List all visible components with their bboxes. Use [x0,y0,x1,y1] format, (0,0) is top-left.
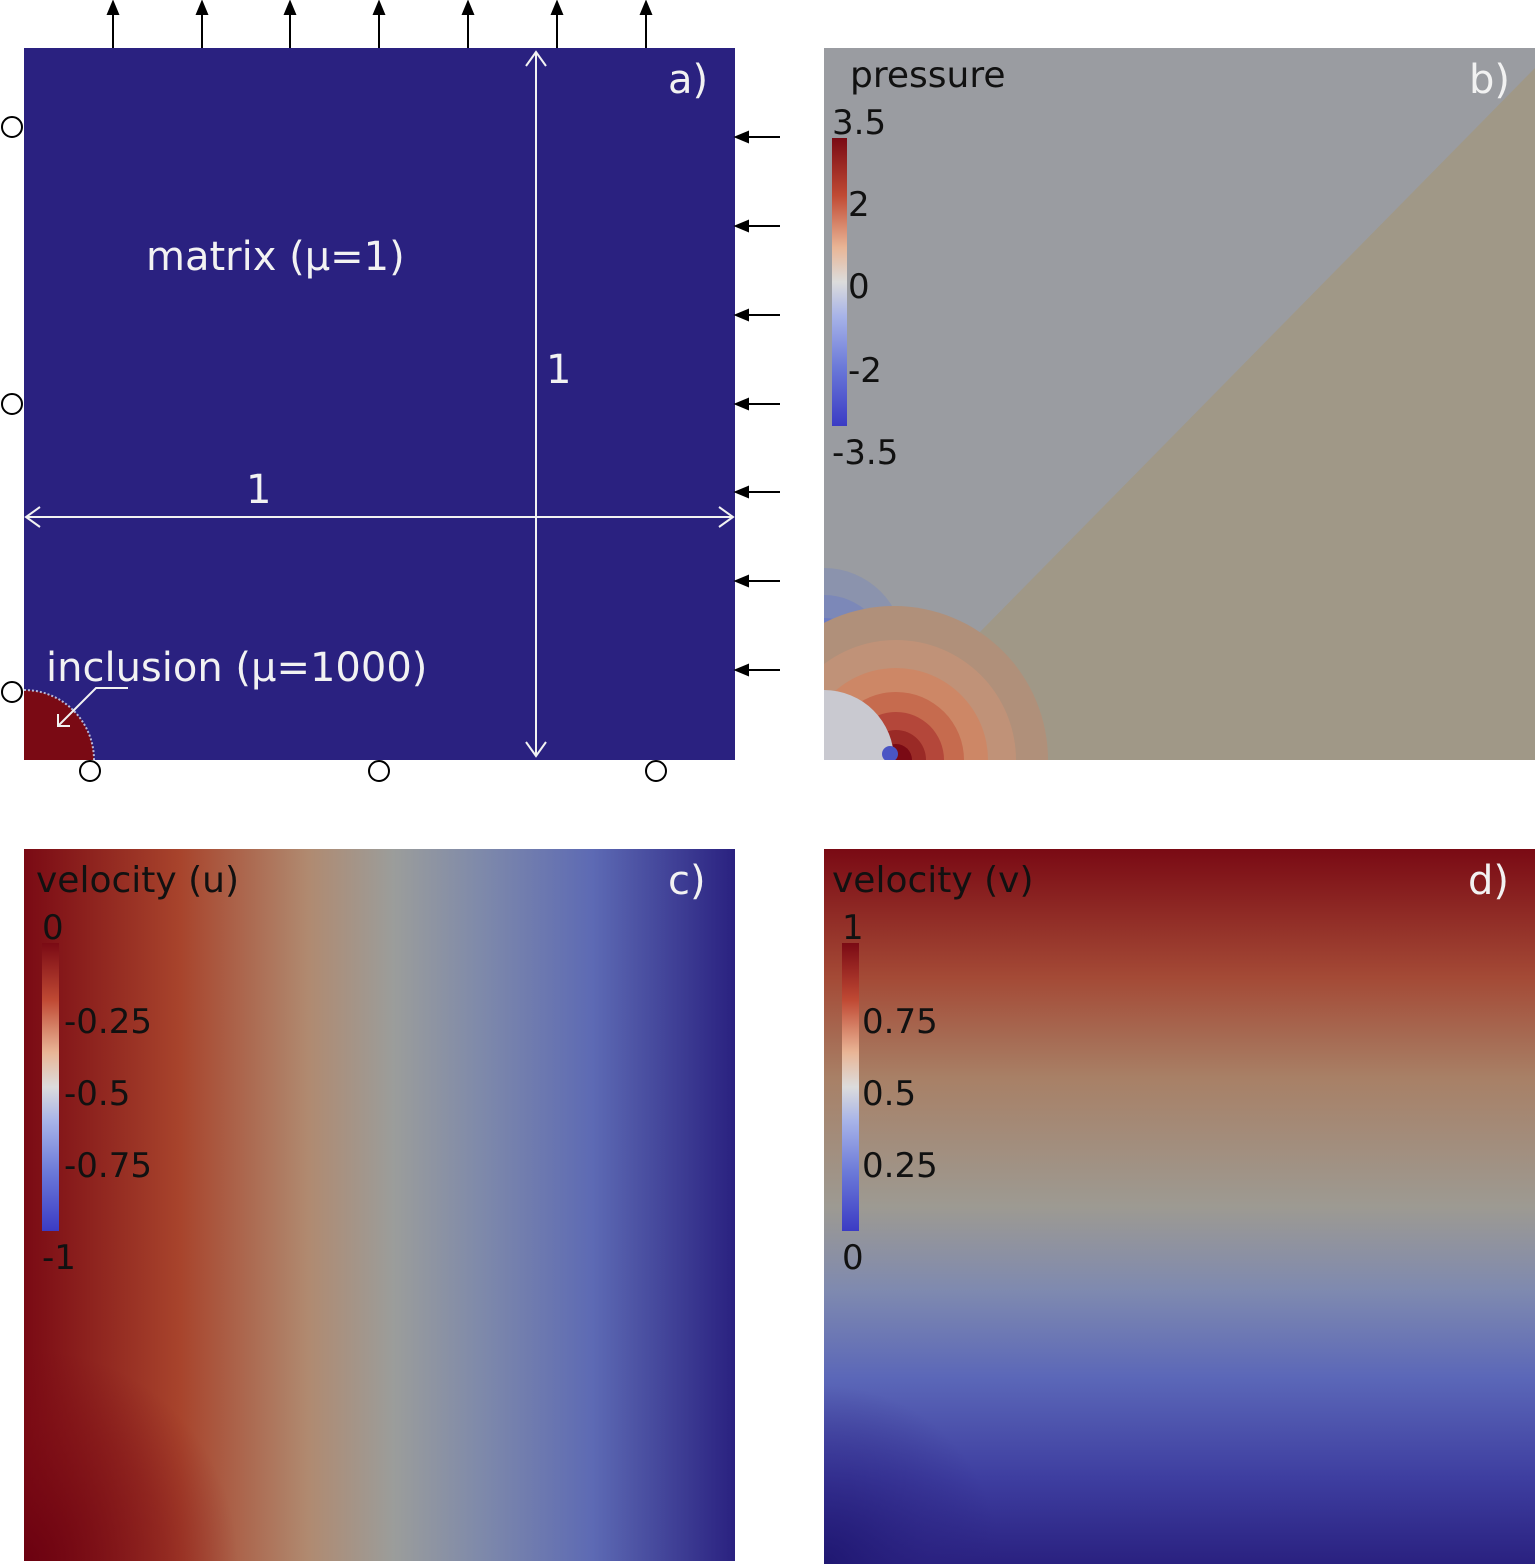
velocity-u-tick-075: -0.75 [64,1146,152,1186]
velocity-v-colorbar-title: velocity (v) [832,860,1034,901]
velocity-u-colorbar-title: velocity (u) [36,860,240,901]
pressure-field [824,68,1535,760]
panel-c-label: c) [668,858,706,904]
inclusion-edge-min [882,746,898,760]
vertical-dimension-arrowhead-top [525,50,547,67]
pressure-tick-min: -3.5 [832,433,899,473]
panel-b: b) pressure 3.5 2 0 -2 -3.5 [824,48,1535,760]
inclusion-blank [824,690,894,760]
panel-a: a) matrix (μ=1) 1 1 inclusion (μ=1000) [24,48,735,760]
panel-a-schematic [24,50,735,760]
inclusion-label: inclusion (μ=1000) [46,645,428,691]
pressure-tick-neg2: -2 [848,351,882,391]
lower-pressure-region [854,68,1535,760]
inclusion-pointer-arrowhead [57,714,70,727]
horizontal-dimension-arrowhead-right [718,506,735,528]
velocity-u-colorbar-gradient [42,943,59,1231]
panel-b-label: b) [1469,57,1510,103]
pressure-tick-0: 0 [848,267,870,307]
inclusion-pointer-line [57,687,128,727]
panel-c: c) velocity (u) 0 -0.25 -0.5 -0.75 -1 [24,849,735,1561]
pressure-colorbar-title: pressure [850,55,1006,96]
velocity-v-tick-05: 0.5 [862,1074,917,1114]
pressure-tick-max: 3.5 [832,103,887,143]
velocity-v-colorbar [842,943,859,1231]
velocity-u-inclusion-shading [24,849,735,1561]
velocity-u-colorbar [42,943,59,1231]
velocity-v-tick-025: 0.25 [862,1146,938,1186]
panel-d: d) velocity (v) 1 0.75 0.5 0.25 0 [824,849,1535,1564]
vertical-dimension-label: 1 [546,347,572,393]
right-velocity-arrows [733,130,780,677]
velocity-u-tick-025: -0.25 [64,1002,152,1042]
pressure-colorbar-gradient [832,138,847,426]
inclusion-boundary [24,689,95,760]
boundary-conditions [1,0,780,782]
velocity-v-tick-075: 0.75 [862,1002,938,1042]
pressure-tick-2: 2 [848,185,870,225]
velocity-u-tick-05: -0.5 [64,1074,131,1114]
matrix-label: matrix (μ=1) [146,234,405,280]
panel-d-label: d) [1468,858,1509,904]
velocity-v-tick-0: 0 [842,1238,864,1278]
velocity-v-inclusion-shading [824,849,1535,1564]
velocity-v-tick-1: 1 [842,908,864,948]
horizontal-dimension-arrowhead-left [24,506,41,528]
vertical-dimension-arrowhead-bottom [525,741,547,758]
velocity-v-colorbar-gradient [842,943,859,1231]
velocity-u-tick-0: 0 [42,908,64,948]
horizontal-dimension-label: 1 [246,467,272,513]
bottom-roller-supports [79,760,667,782]
panel-a-label: a) [668,57,709,103]
top-velocity-arrows [106,0,653,48]
velocity-u-tick-1: -1 [42,1238,76,1278]
left-roller-supports [1,116,23,703]
pressure-colorbar [832,138,847,426]
